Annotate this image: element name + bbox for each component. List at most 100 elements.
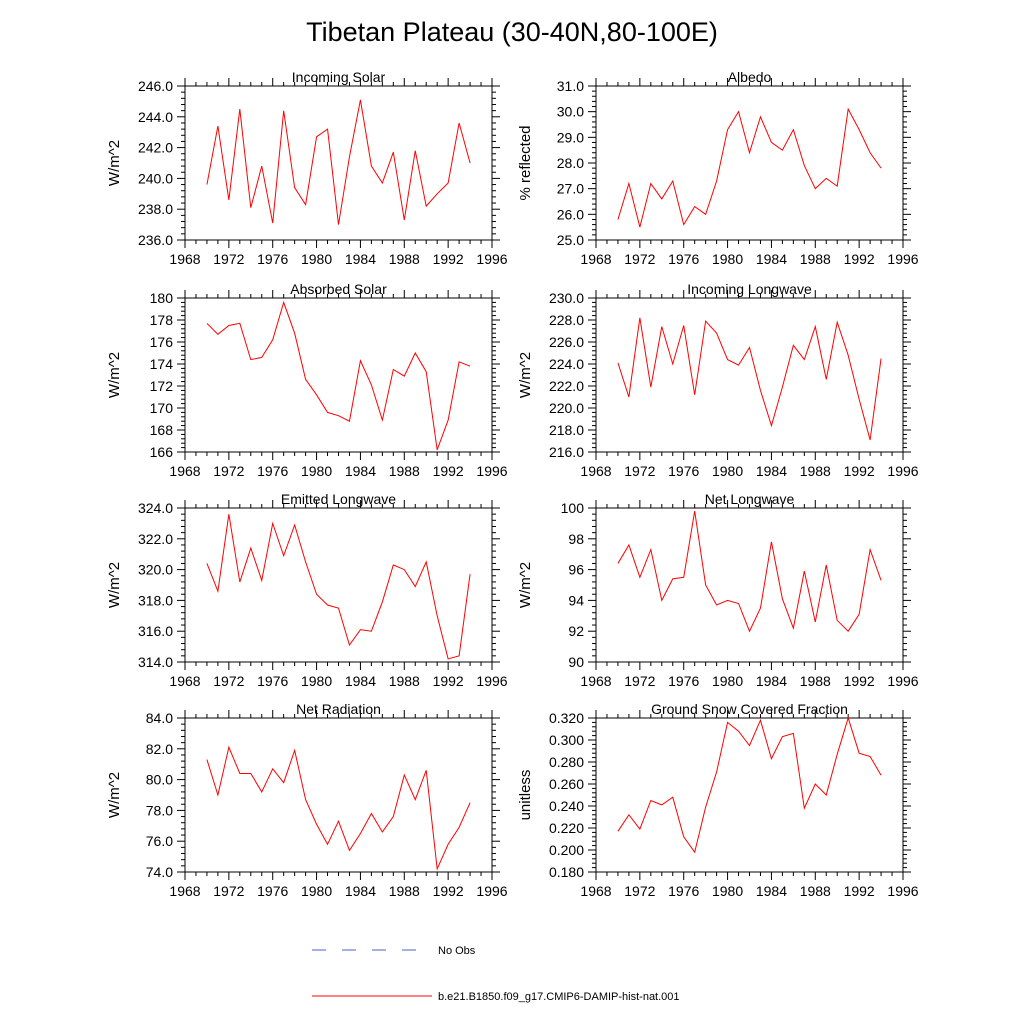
series-line [617,716,882,854]
x-tick-label: 1984 [345,673,376,689]
x-tick-label: 1968 [580,251,611,267]
x-tick-label: 1976 [668,883,699,899]
y-tick-label: 25.0 [557,232,584,248]
x-tick-label: 1984 [345,251,376,267]
x-tick-label: 1976 [668,673,699,689]
y-tick-label: 0.280 [549,754,584,770]
y-axis-label: W/m^2 [517,562,534,608]
x-tick-label: 1976 [668,251,699,267]
y-tick-label: 27.0 [557,181,584,197]
x-tick-label: 1968 [580,463,611,479]
y-tick-label: 74.0 [146,864,173,880]
y-tick-label: 28.0 [557,155,584,171]
y-tick-label: 30.0 [557,104,584,120]
x-tick-label: 1996 [476,251,507,267]
x-tick-label: 1968 [169,463,200,479]
chart-title: Incoming Longwave [687,281,812,297]
x-tick-label: 1972 [624,251,655,267]
chart-title: Emitted Longwave [281,491,396,507]
y-tick-label: 226.0 [549,334,584,350]
x-tick-label: 1992 [433,883,464,899]
series-line [617,107,882,228]
x-tick-label: 1996 [887,251,918,267]
y-tick-label: 236.0 [138,232,173,248]
x-tick-label: 1976 [257,883,288,899]
chart-title: Net Radiation [296,701,381,717]
chart-panel: Emitted Longwave W/m^2 1968 1972 1976 1980 198… [106,491,508,689]
chart-title: Absorbed Solar [290,281,387,297]
x-tick-label: 1988 [389,673,420,689]
y-tick-label: 228.0 [549,312,584,328]
y-axis-label: W/m^2 [106,562,123,608]
x-tick-label: 1984 [756,883,787,899]
legend: No Obs b.e21.B1850.f09_g17.CMIP6-DAMIP-h… [312,945,680,1003]
y-tick-label: 98 [568,531,584,547]
y-tick-label: 80.0 [146,772,173,788]
y-tick-label: 0.180 [549,864,584,880]
x-tick-label: 1980 [301,673,332,689]
chart-title: Incoming Solar [292,69,386,85]
y-tick-label: 318.0 [138,592,173,608]
x-tick-label: 1984 [345,883,376,899]
y-tick-label: 218.0 [549,422,584,438]
chart-title: Ground Snow Covered Fraction [651,701,848,717]
y-tick-label: 220.0 [549,400,584,416]
y-tick-label: 94 [568,592,584,608]
panels: Incoming Solar W/m^2 1968 1972 1976 1980 1984 1… [106,69,919,899]
x-tick-label: 1980 [301,883,332,899]
x-tick-label: 1984 [345,463,376,479]
series-line [206,300,471,450]
y-tick-label: 246.0 [138,78,173,94]
x-tick-label: 1992 [433,463,464,479]
series-line [617,317,882,441]
y-axis-label: unitless [517,770,534,821]
x-tick-label: 1996 [887,883,918,899]
series-line [206,99,471,225]
x-tick-label: 1972 [213,251,244,267]
y-tick-label: 100 [561,500,585,516]
y-tick-label: 0.320 [549,710,584,726]
y-tick-label: 222.0 [549,378,584,394]
y-tick-label: 324.0 [138,500,173,516]
x-tick-label: 1988 [800,463,831,479]
x-tick-label: 1984 [756,251,787,267]
y-tick-label: 322.0 [138,531,173,547]
x-tick-label: 1968 [169,883,200,899]
y-tick-label: 180 [150,290,174,306]
x-tick-label: 1972 [213,463,244,479]
y-axis-label: W/m^2 [517,352,534,398]
x-tick-label: 1980 [301,251,332,267]
x-tick-label: 1972 [624,673,655,689]
y-tick-label: 230.0 [549,290,584,306]
x-tick-label: 1984 [756,463,787,479]
x-tick-label: 1968 [169,673,200,689]
y-tick-label: 178 [150,312,174,328]
y-tick-label: 78.0 [146,802,173,818]
x-tick-label: 1992 [844,673,875,689]
x-tick-label: 1988 [389,251,420,267]
y-axis-label: W/m^2 [106,772,123,818]
y-tick-label: 314.0 [138,654,173,670]
x-tick-label: 1976 [257,673,288,689]
chart-panel: Net Radiation W/m^2 1968 1972 1976 1980 1984 19… [106,701,508,899]
x-tick-label: 1992 [433,673,464,689]
x-tick-label: 1992 [844,883,875,899]
y-tick-label: 29.0 [557,129,584,145]
x-tick-label: 1968 [580,883,611,899]
y-tick-label: 84.0 [146,710,173,726]
x-tick-label: 1992 [433,251,464,267]
x-tick-label: 1988 [389,463,420,479]
y-tick-label: 244.0 [138,109,173,125]
y-tick-label: 76.0 [146,833,173,849]
y-tick-label: 224.0 [549,356,584,372]
x-tick-label: 1976 [257,463,288,479]
x-tick-label: 1988 [389,883,420,899]
y-tick-label: 0.260 [549,776,584,792]
x-tick-label: 1988 [800,883,831,899]
x-tick-label: 1972 [213,673,244,689]
y-axis-label: W/m^2 [106,140,123,186]
y-tick-label: 242.0 [138,140,173,156]
x-tick-label: 1996 [476,883,507,899]
